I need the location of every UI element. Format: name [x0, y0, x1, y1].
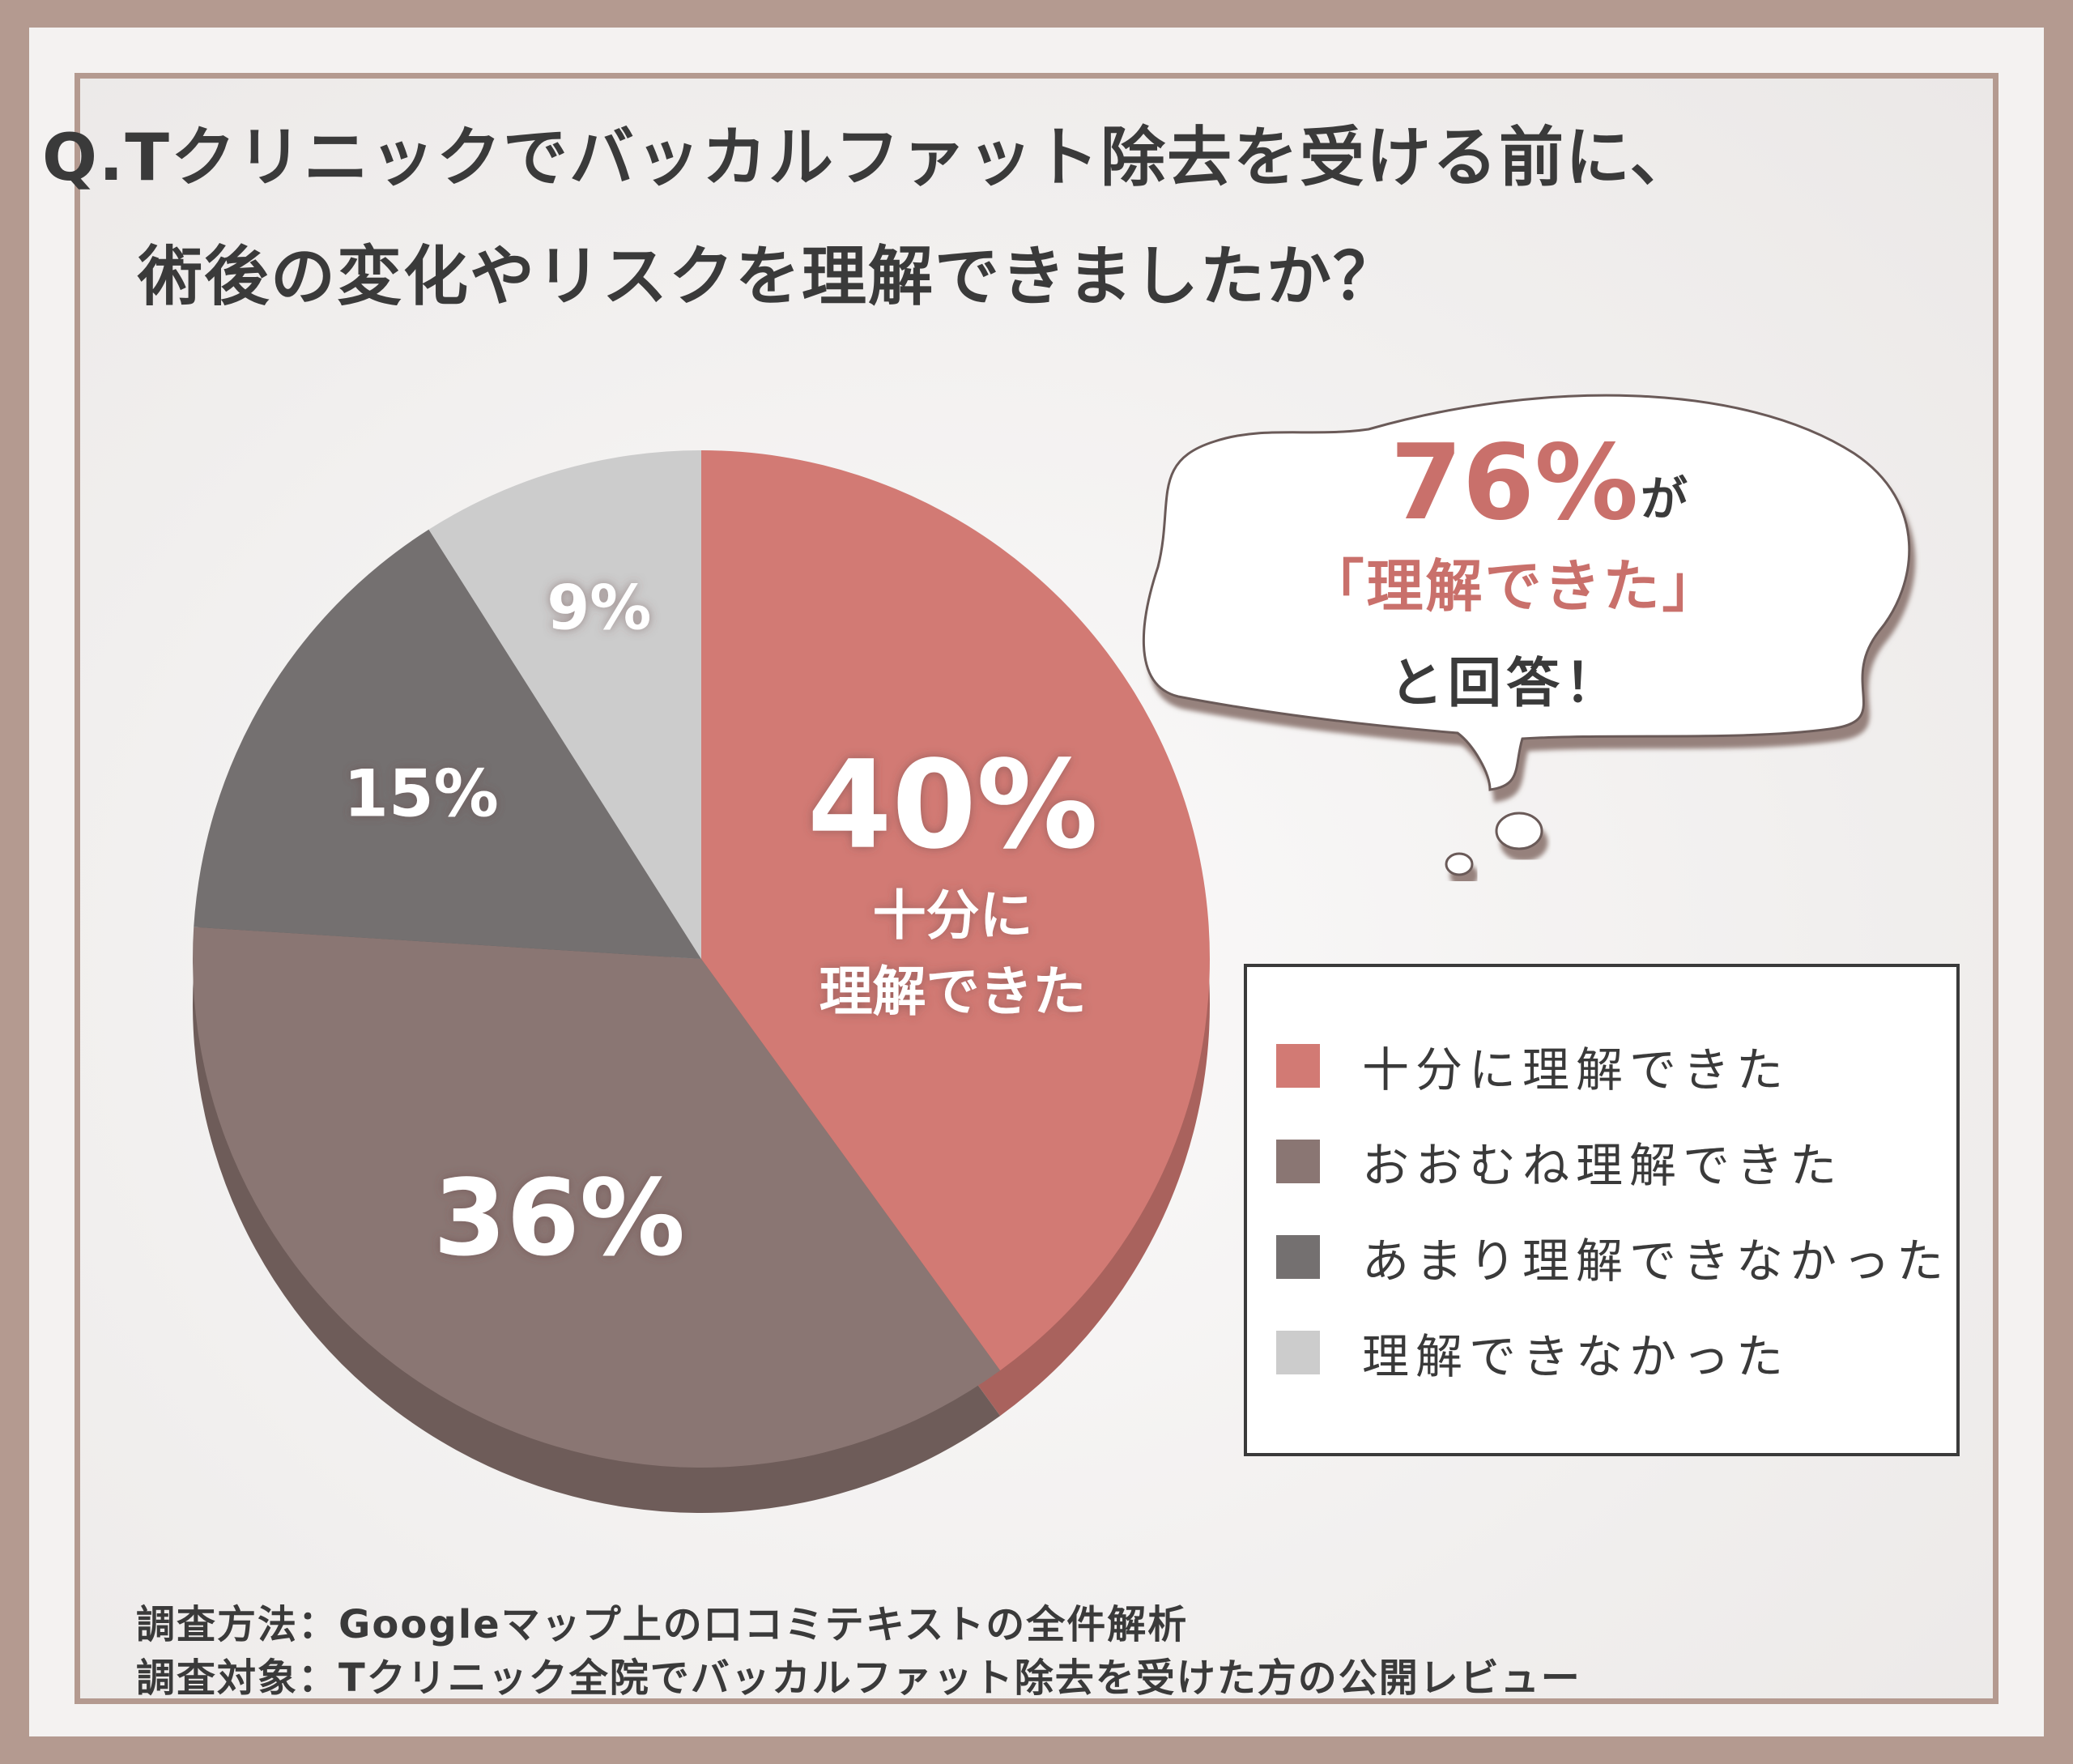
callout-percent: 76% [1390, 423, 1638, 543]
legend-swatch [1275, 1138, 1322, 1185]
pie-value-label: 40% [807, 735, 1098, 876]
legend-label: 理解できなかった [1362, 1329, 1790, 1384]
legend-label: おおむね理解できた [1362, 1138, 1844, 1193]
speech-bubble: 76% が 「理解できた」 と回答！ [1142, 394, 1911, 876]
pie-slice [428, 450, 701, 959]
pie-value-label: 9% [547, 571, 651, 643]
legend-label: 十分に理解できた [1362, 1042, 1790, 1097]
callout-closing: と回答！ [1390, 652, 1623, 714]
legend-item: 十分に理解できた [1275, 1040, 1790, 1097]
pie-category-label: 十分に [873, 884, 1033, 947]
speech-bubble-body [1142, 394, 1911, 791]
legend-item: 理解できなかった [1275, 1327, 1790, 1384]
callout-quote: 「理解できた」 [1308, 553, 1722, 620]
pie-slice [192, 927, 1001, 1468]
legend-item: おおむね理解できた [1275, 1136, 1843, 1193]
thought-dot-large [1495, 812, 1543, 850]
legend-swatch [1275, 1329, 1322, 1376]
legend-item: あまり理解できなかった [1275, 1231, 1950, 1289]
pie-labels: 40% 十分に理解できた 36% 15% 9% [343, 571, 1098, 1279]
pie-slices [192, 450, 1210, 1468]
chart-title-line1: Q.Tクリニックでバッカルファット除去を受ける前に、 [42, 120, 1696, 195]
pie-slice [194, 529, 702, 959]
legend-label: あまり理解できなかった [1362, 1234, 1951, 1289]
callout-particle: が [1641, 471, 1688, 526]
legend-swatch [1275, 1234, 1322, 1280]
pie-category-label: 理解できた [819, 961, 1087, 1023]
thought-dot-small [1445, 852, 1474, 876]
footer-target: 調査対象：Tクリニック全院でバッカルファット除去を受けた方の公開レビュー [136, 1655, 1581, 1701]
pie-value-label: 15% [343, 756, 498, 831]
chart-legend: 十分に理解できた おおむね理解できた あまり理解できなかった 理解できなかった [1244, 964, 1960, 1456]
chart-title-line2: 術後の変化やリスクを理解できましたか？ [138, 239, 1399, 314]
pie-slice [701, 450, 1210, 1371]
legend-swatch [1275, 1042, 1322, 1089]
footer-method: 調査方法：Googleマップ上の口コミテキストの全件解析 [136, 1602, 1189, 1647]
pie-value-label: 36% [433, 1157, 685, 1280]
